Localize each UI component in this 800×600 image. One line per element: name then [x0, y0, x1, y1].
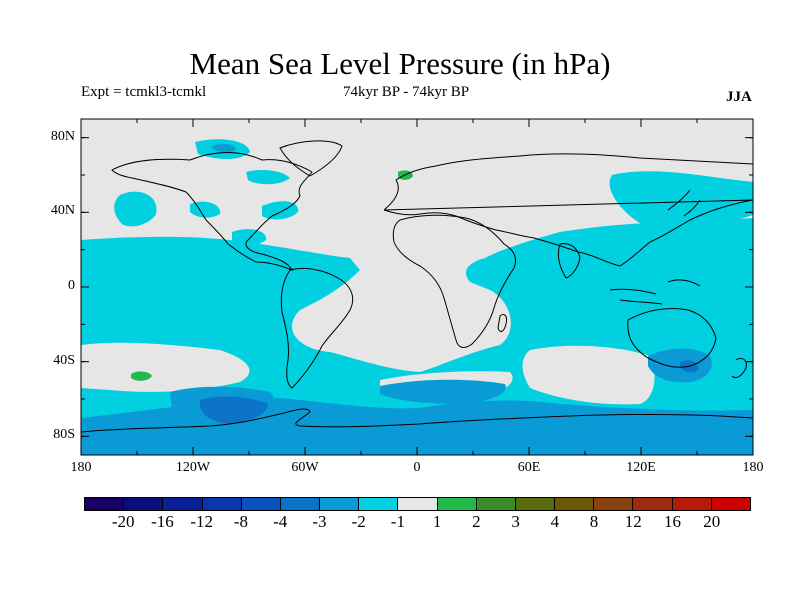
- colorbar-swatch: [711, 498, 750, 510]
- coastlines: [81, 140, 753, 433]
- coast-eurasia: [383, 153, 753, 267]
- season-label: JJA: [726, 89, 752, 105]
- coast-japan: [667, 189, 701, 217]
- lon-label: 60W: [291, 460, 319, 475]
- colorbar-label: 2: [472, 512, 481, 531]
- colorbar-label: 20: [703, 512, 721, 531]
- colorbar-label: -12: [190, 512, 214, 531]
- colorbar-swatch: [515, 498, 556, 510]
- lat-label: 80S: [53, 427, 75, 443]
- field-gulf-cyan: [232, 229, 267, 246]
- colorbar-swatch: [437, 498, 477, 510]
- colorbar-swatch: [202, 498, 242, 510]
- colorbar-swatch: [555, 498, 595, 510]
- colorbar-label: 16: [664, 512, 682, 531]
- field-south-atlantic-blue: [380, 379, 506, 404]
- coast-india: [557, 243, 581, 279]
- field-south-pacific-green: [131, 371, 152, 381]
- pressure-anomaly-fields: [81, 139, 753, 455]
- colorbar-swatch: [359, 498, 399, 510]
- lon-label: 60E: [517, 460, 541, 475]
- colorbar: [84, 497, 751, 511]
- lon-label: 180: [742, 460, 764, 475]
- field-australia-blue: [648, 348, 712, 383]
- coast-africa: [392, 214, 517, 348]
- lat-label: 80N: [50, 128, 75, 144]
- experiment-label: Expt = tcmkl3-tcmkl: [81, 84, 207, 100]
- colorbar-swatch: [280, 498, 321, 510]
- colorbar-label: -16: [151, 512, 174, 531]
- colorbar-swatch: [320, 498, 360, 510]
- coast-greenland: [279, 140, 343, 177]
- period-label: 74kyr BP - 74kyr BP: [343, 84, 470, 100]
- colorbar-label: 12: [624, 512, 642, 531]
- field-hudson-cyan: [246, 170, 290, 185]
- coast-indonesia: [609, 279, 701, 305]
- coast-australia: [627, 307, 717, 368]
- colorbar-label: -2: [351, 512, 366, 531]
- lon-label: 120E: [626, 460, 656, 475]
- colorbar-swatch: [476, 498, 516, 510]
- colorbar-label: -20: [111, 512, 135, 531]
- colorbar-label: 3: [511, 512, 520, 531]
- field-nw-pacific-cyan: [114, 191, 157, 227]
- colorbar-swatch: [85, 498, 125, 510]
- coast-antarctica: [81, 408, 753, 433]
- field-south-pacific-grey: [81, 342, 250, 392]
- field-atl-cyan: [262, 201, 299, 220]
- lat-label: 40N: [50, 203, 75, 219]
- colorbar-swatch: [633, 498, 673, 510]
- colorbar-swatch: [124, 498, 164, 510]
- coast-south-america: [280, 267, 354, 389]
- field-greenland-darkcyan: [212, 143, 236, 153]
- lat-label: 0: [68, 278, 75, 293]
- colorbar-swatch: [398, 498, 438, 510]
- field-south-atlantic-grey: [522, 345, 655, 405]
- colorbar-swatch: [163, 498, 203, 510]
- colorbar-label: 1: [432, 512, 442, 531]
- colorbar-swatch: [594, 498, 634, 510]
- colorbar-label: -8: [233, 512, 249, 531]
- field-nw-pacific-cyan-2: [609, 171, 753, 234]
- coast-madagascar: [497, 313, 507, 332]
- field-us-cyan: [190, 201, 221, 218]
- colorbar-label: 4: [550, 512, 560, 531]
- lat-label: 40S: [53, 352, 75, 368]
- colorbar-swatch: [672, 498, 712, 510]
- coast-new-zealand: [731, 357, 747, 379]
- colorbar-label: 8: [589, 512, 599, 531]
- plot-title: Mean Sea Level Pressure (in hPa): [189, 46, 611, 81]
- axis-ticks: [80, 119, 754, 455]
- colorbar-label: -4: [273, 512, 288, 531]
- colorbar-label: -3: [312, 512, 327, 531]
- lon-label: 180: [70, 460, 92, 475]
- lon-label: 0: [413, 460, 421, 475]
- field-south-pacific-darkblue: [199, 396, 268, 424]
- colorbar-swatch: [241, 498, 281, 510]
- lon-label: 120W: [175, 460, 211, 475]
- coast-north-america: [111, 152, 313, 271]
- colorbar-label: -1: [390, 512, 405, 531]
